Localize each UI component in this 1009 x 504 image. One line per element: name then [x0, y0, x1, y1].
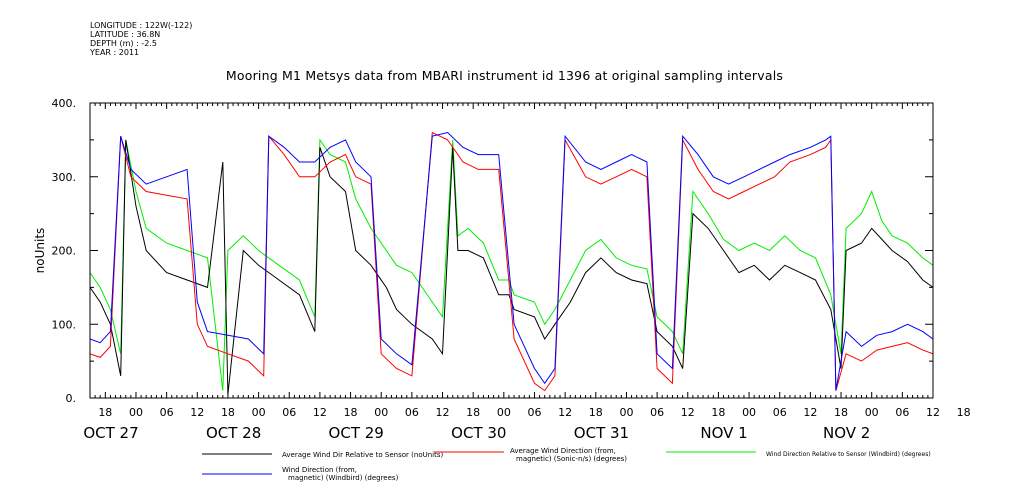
x-hour-label: 18: [589, 406, 603, 419]
header-metadata: LONGITUDE : 122W(-122) LATITUDE : 36.8N …: [90, 21, 192, 57]
x-hour-label: 18: [98, 406, 112, 419]
x-hour-label: 12: [558, 406, 572, 419]
legend-label: Average Wind Dir Relative to Sensor (noU…: [282, 451, 443, 459]
series-line-0: [90, 139, 933, 395]
longitude-label: LONGITUDE : 122W(-122): [90, 21, 193, 30]
series-line-2: [90, 138, 933, 391]
x-hour-label: 12: [803, 406, 817, 419]
x-hour-label: 18: [957, 406, 971, 419]
x-hour-label: 00: [865, 406, 879, 419]
x-hour-label: 06: [282, 406, 296, 419]
series-line-1: [90, 131, 933, 392]
x-day-label: OCT 29: [329, 424, 384, 442]
x-hour-label: 18: [834, 406, 848, 419]
legend: Average Wind Dir Relative to Sensor (noU…: [202, 447, 931, 482]
chart-title: Mooring M1 Metsys data from MBARI instru…: [225, 68, 784, 83]
x-hour-label: 12: [436, 406, 450, 419]
depth-label: DEPTH (m) : -2.5: [90, 39, 157, 48]
x-hour-label: 00: [497, 406, 511, 419]
y-tick-label: 100.: [52, 318, 77, 331]
x-day-label: OCT 30: [451, 424, 506, 442]
y-tick-label: 0.: [66, 392, 77, 405]
x-hour-label: 00: [742, 406, 756, 419]
x-day-label: OCT 31: [574, 424, 629, 442]
x-day-label: OCT 28: [206, 424, 261, 442]
x-hour-label: 00: [129, 406, 143, 419]
x-hour-label: 06: [527, 406, 541, 419]
y-tick-label: 400.: [52, 97, 77, 110]
plot-area: [90, 131, 933, 395]
x-hour-label: 06: [773, 406, 787, 419]
x-hour-label: 06: [160, 406, 174, 419]
axes: 0. 100. 200. 300. 400. 18 00 06 12 18 00 06 12 18 00 06…: [33, 97, 971, 442]
x-hour-label: 18: [221, 406, 235, 419]
x-hour-label: 00: [619, 406, 633, 419]
x-hour-label: 06: [650, 406, 664, 419]
x-hour-label: 00: [374, 406, 388, 419]
x-day-label: NOV 1: [700, 424, 747, 442]
legend-label: Wind Direction Relative to Sensor (Windb…: [766, 451, 931, 458]
latitude-label: LATITUDE : 36.8N: [90, 30, 161, 39]
x-hour-label: 06: [895, 406, 909, 419]
legend-label: magnetic) (Windbird) (degrees): [288, 474, 399, 482]
x-hour-label: 06: [405, 406, 419, 419]
legend-label: Wind Direction (from,: [282, 466, 357, 474]
y-axis-label: noUnits: [33, 228, 47, 274]
year-label: YEAR : 2011: [90, 48, 140, 57]
x-hour-label: 18: [344, 406, 358, 419]
plot-frame: [89, 102, 934, 399]
series-line-3: [90, 131, 933, 391]
x-hour-label: 00: [252, 406, 266, 419]
x-hour-label: 18: [466, 406, 480, 419]
x-hour-label: 12: [926, 406, 940, 419]
x-hour-label: 12: [681, 406, 695, 419]
x-hour-label: 12: [313, 406, 327, 419]
y-tick-label: 200.: [52, 245, 77, 258]
x-day-label: OCT 27: [83, 424, 138, 442]
y-tick-label: 300.: [52, 171, 77, 184]
x-hour-label: 12: [190, 406, 204, 419]
legend-label: Average Wind Direction (from,: [510, 447, 616, 455]
legend-label: magnetic) (Sonic-n/s) (degrees): [516, 455, 627, 463]
x-hour-label: 18: [711, 406, 725, 419]
x-day-label: NOV 2: [823, 424, 870, 442]
